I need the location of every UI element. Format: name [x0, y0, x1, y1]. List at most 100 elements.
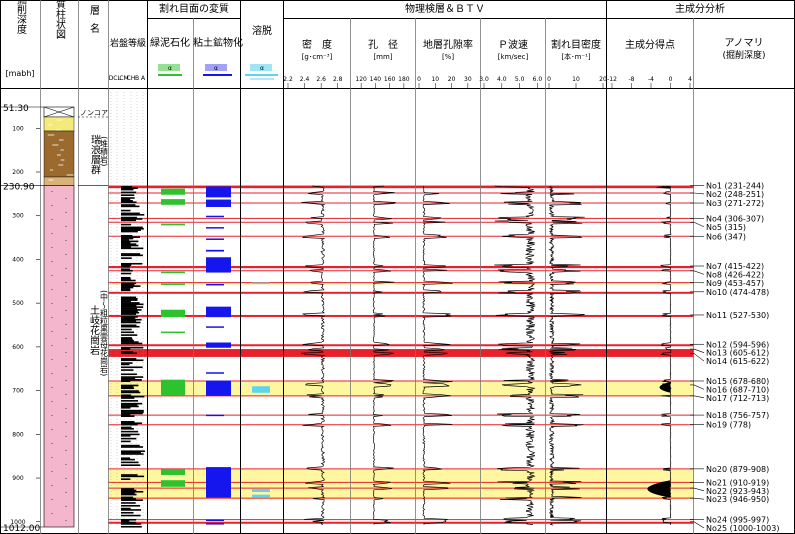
rock-grade-bar — [121, 433, 140, 436]
clay-band — [206, 519, 224, 522]
scale-tick-label: 120 — [355, 76, 367, 83]
rock-grade-bar — [121, 346, 144, 349]
anomaly-label: No5 (315) — [706, 223, 746, 232]
anomaly-leader — [693, 497, 705, 500]
rock-grade-bar — [121, 458, 135, 461]
granite-dot — [51, 414, 53, 417]
pcscore-title: 主成分得点 — [625, 39, 675, 51]
rock-grade-bar — [121, 309, 142, 311]
rock-grade-bar — [121, 205, 140, 208]
rock-grade-bar — [121, 276, 131, 279]
rock-grade-bar — [121, 412, 143, 415]
rock-grade-bar — [121, 428, 134, 430]
rock-grade-bar — [121, 191, 137, 194]
clay-band — [206, 186, 231, 198]
rock-class-cl: CL — [113, 75, 121, 82]
rock-grade-bar — [121, 223, 132, 226]
rock-grade-bar — [121, 316, 138, 318]
physical-group-title: 物理検層＆ＢＴＶ — [405, 2, 485, 15]
density-unit: [g･cm⁻³] — [302, 53, 333, 61]
granite-dot — [51, 512, 53, 515]
log-curve-1 — [372, 185, 397, 525]
depth-tick-label: 600 — [12, 344, 24, 351]
rock-grade-bar — [121, 351, 134, 353]
clay-band — [206, 523, 224, 525]
rock-grade-bar — [121, 497, 136, 500]
depth-axis: 100 200 300 400 500 600 700 800 900 1000 51.30 230.… — [0, 104, 108, 534]
anomaly-leader — [693, 353, 705, 362]
fracture-unit: [本･m⁻¹] — [561, 52, 591, 61]
rock-class-b: B — [135, 75, 139, 82]
anomaly-leader — [693, 222, 705, 228]
anomaly-label: No24 (995-997) — [706, 516, 769, 525]
granite-dot — [51, 400, 53, 403]
caliper-unit: [mm] — [373, 53, 392, 61]
rock-grade-bar — [121, 397, 135, 399]
granite-dot — [65, 435, 67, 438]
rock-grade-bar — [121, 437, 137, 440]
rock-grade-bar — [121, 461, 139, 464]
clay-col-title: 粘土鉱物化 — [193, 36, 243, 49]
lower-strata-sub: (中～粗粒黒雲母花崗岩) — [100, 290, 109, 376]
rock-grade-bar — [121, 391, 141, 394]
rock-grade-bar — [121, 525, 142, 528]
granite-dot — [51, 204, 53, 207]
granite-dot — [65, 463, 67, 466]
chlorite-band — [161, 223, 185, 226]
granite-dot — [65, 281, 67, 284]
granite-dot — [51, 498, 53, 501]
depth-boundary-label: 230.90 — [3, 183, 35, 193]
chlorite-band — [161, 188, 185, 195]
rock-grade-bar — [121, 304, 137, 307]
anomaly-label: No25 (1000-1003) — [706, 524, 779, 533]
rock-grade-bar — [121, 198, 131, 201]
red-zone — [108, 521, 694, 524]
leach-band — [252, 488, 270, 493]
rock-grade-bar — [121, 407, 131, 409]
rock-grade-bar — [121, 285, 141, 287]
yellow-zone — [108, 282, 694, 285]
scale-tick-label: 160 — [384, 76, 396, 83]
depth-boundary-label: 1012.00 — [3, 524, 40, 534]
red-zone — [108, 291, 694, 294]
anomaly-label: No11 (527-530) — [706, 311, 769, 320]
rock-grade-bar — [121, 387, 135, 390]
anomaly-label: No15 (678-680) — [706, 377, 769, 386]
rock-grade-bar — [121, 318, 142, 321]
rock-grade-bar — [121, 366, 143, 369]
rock-grade-bar — [121, 404, 138, 406]
red-zone — [108, 314, 694, 317]
upper-strata-sub: (堆積岩) — [100, 136, 109, 166]
rock-grade-bar — [121, 282, 137, 285]
granite-dot — [51, 302, 53, 305]
rock-grade-bar — [121, 216, 137, 219]
depth-tick-label: 1000 — [10, 519, 25, 526]
column-dividers — [40, 0, 694, 534]
rock-grade-bar — [121, 283, 135, 286]
rock-grade-bar — [121, 523, 142, 525]
scale-tick-label: 0 — [669, 76, 673, 83]
clay-band — [206, 199, 231, 207]
scale-tick-label: 4.0 — [497, 76, 507, 83]
pwave-unit: [km/sec] — [498, 53, 529, 61]
sediment-band — [43, 130, 75, 178]
log-curve-5 — [659, 185, 672, 526]
caliper-title: 孔 径 — [368, 38, 398, 51]
anomaly-label: No19 (778) — [706, 421, 751, 430]
rock-grade-bar — [121, 414, 131, 416]
scale-tick-label: 10 — [431, 76, 439, 83]
rock-grade-bar — [121, 289, 131, 292]
rock-grade-bar — [121, 230, 138, 233]
rock-grade-bar — [121, 464, 141, 466]
granite-dot — [65, 393, 67, 396]
geo-col-title: 地質柱状図 — [54, 0, 66, 39]
clay-band — [206, 306, 231, 318]
granite-dot — [65, 323, 67, 326]
depth-tick-label: 500 — [12, 300, 24, 307]
rock-grade-bar — [121, 325, 140, 328]
granite-dot — [51, 386, 53, 389]
chlorite-legend-swatch — [158, 64, 180, 71]
granite-dot — [65, 351, 67, 354]
granite-dot — [65, 197, 67, 200]
granite-dot — [65, 337, 67, 340]
